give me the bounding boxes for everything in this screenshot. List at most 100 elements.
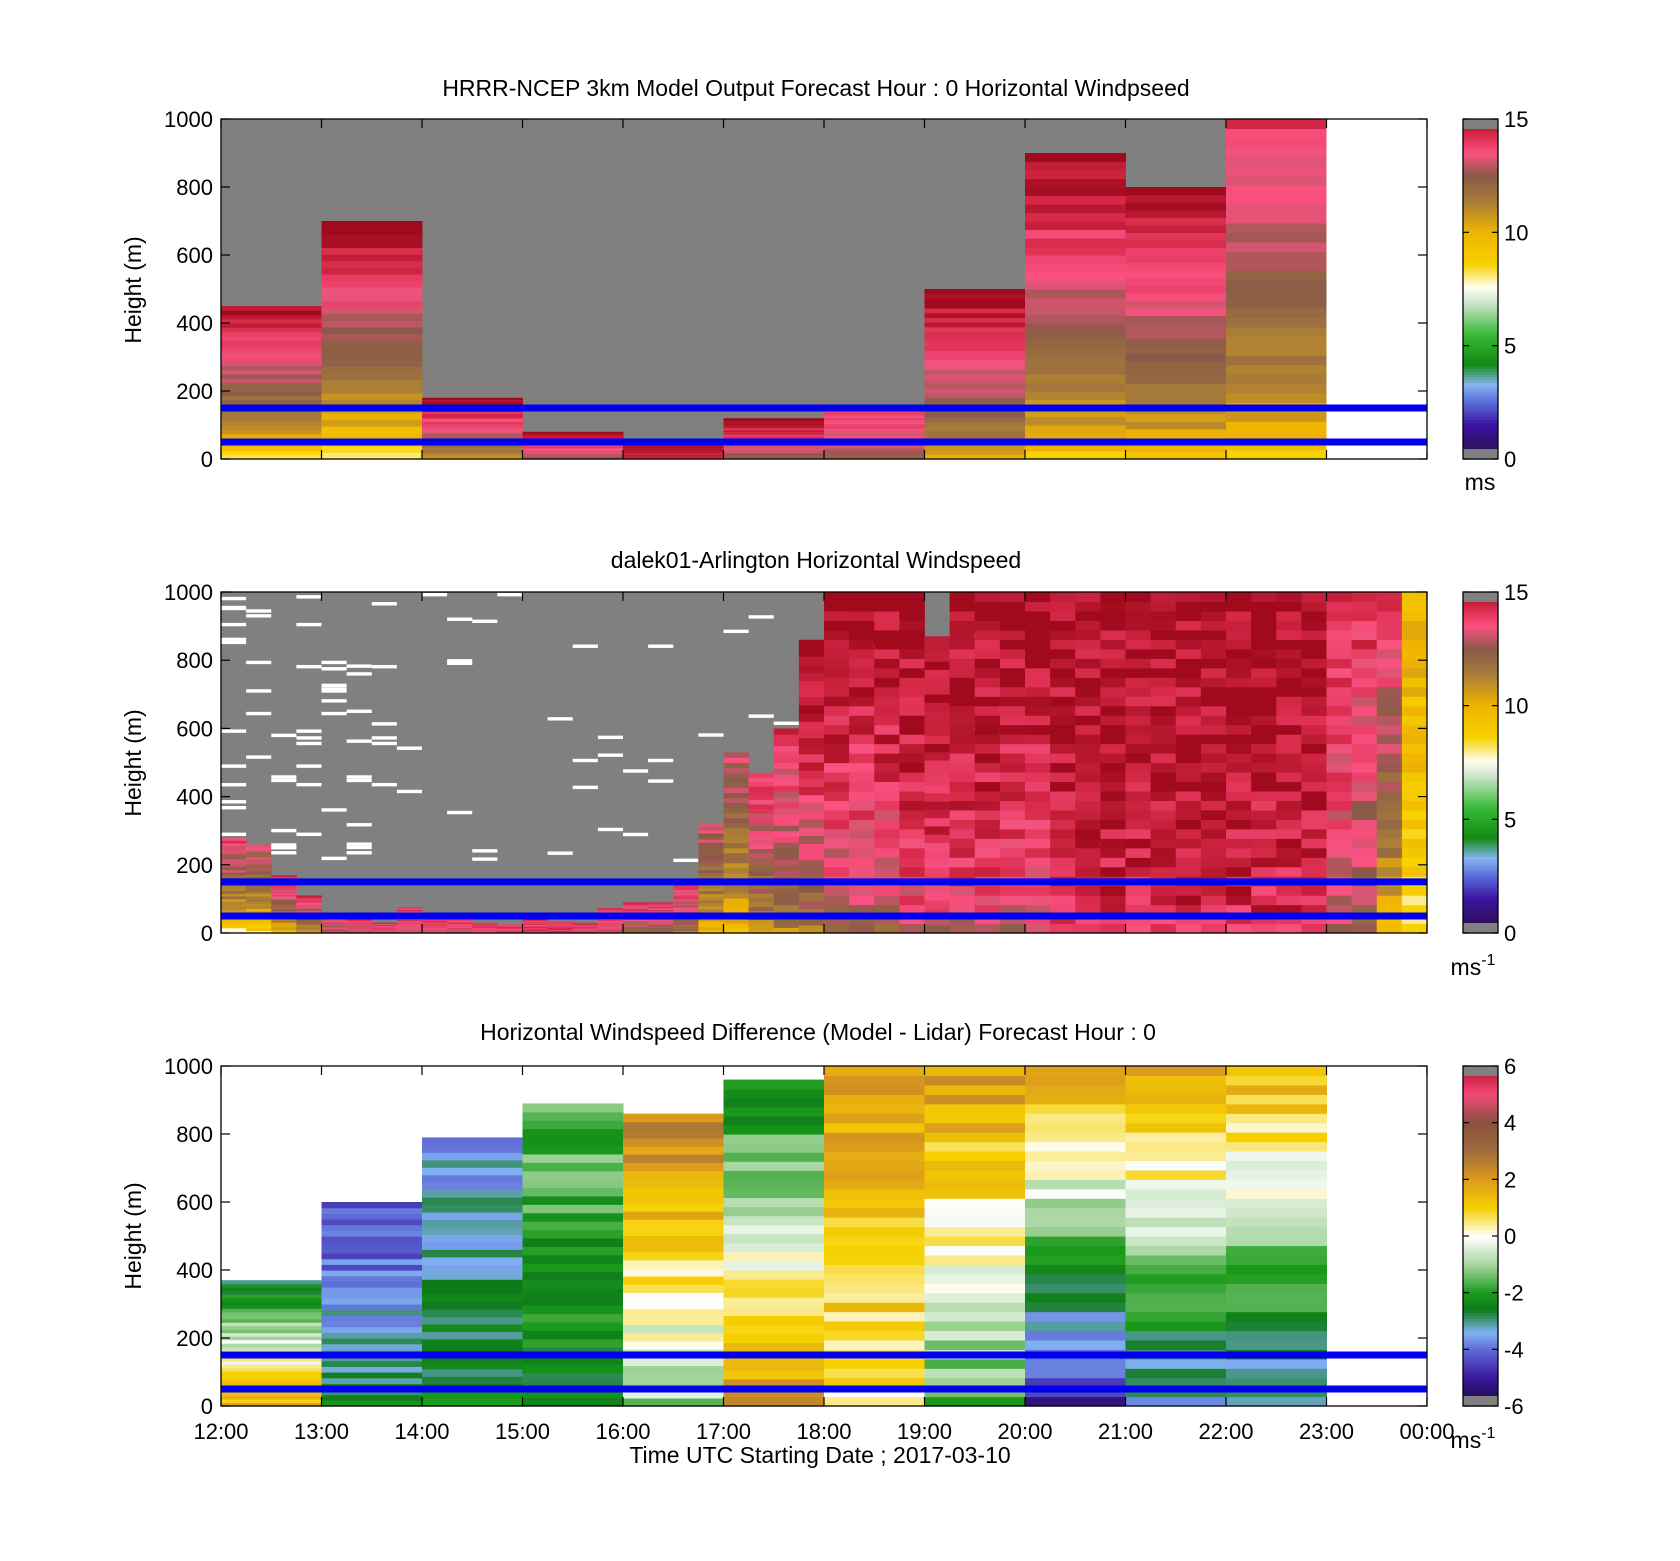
heatmap-cell — [974, 771, 1001, 783]
heatmap-cell — [1050, 686, 1076, 697]
heatmap-cell — [824, 416, 925, 419]
heatmap-cell — [1301, 743, 1327, 754]
heatmap-cell — [1226, 809, 1252, 820]
heatmap-cell — [1351, 866, 1378, 877]
missing-gate — [221, 783, 247, 787]
heatmap-cell — [874, 620, 900, 631]
heatmap-cell — [698, 826, 724, 831]
heatmap-cell — [221, 885, 247, 889]
heatmap-cell — [422, 428, 523, 431]
heatmap-cell — [1226, 696, 1252, 707]
heatmap-cell — [924, 289, 1026, 295]
heatmap-cell — [396, 928, 423, 930]
colorbar-swatch — [1463, 844, 1498, 849]
heatmap-cell — [1150, 601, 1177, 612]
heatmap-cell — [422, 1226, 523, 1235]
heatmap-cell — [974, 904, 1001, 915]
heatmap-cell — [321, 1275, 423, 1282]
colorbar-swatch — [1463, 141, 1498, 146]
heatmap-cell — [723, 1179, 825, 1189]
heatmap-cell — [522, 446, 624, 449]
colorbar-swatch — [1463, 1323, 1498, 1328]
missing-gate — [221, 729, 247, 733]
heatmap-cell — [1226, 1377, 1327, 1388]
heatmap-cell — [422, 1323, 523, 1332]
heatmap-cell — [221, 1346, 322, 1351]
heatmap-cell — [422, 1346, 523, 1355]
colorbar-swatch — [1463, 249, 1498, 253]
heatmap-cell — [1075, 771, 1101, 783]
x-tick-label: 20:00 — [997, 1419, 1052, 1444]
heatmap-cell — [723, 1306, 825, 1316]
heatmap-cell — [824, 1094, 925, 1105]
heatmap-cell — [1301, 857, 1327, 868]
heatmap-cell — [723, 802, 750, 809]
heatmap-cell — [1125, 1141, 1227, 1152]
heatmap-cell — [1125, 1264, 1227, 1275]
heatmap-cell — [1100, 885, 1126, 896]
heatmap-cell — [849, 771, 875, 783]
heatmap-cell — [522, 431, 624, 434]
heatmap-cell — [949, 629, 976, 640]
heatmap-cell — [1050, 648, 1076, 659]
heatmap-cell — [899, 857, 925, 868]
heatmap-cell — [1226, 705, 1252, 716]
heatmap-cell — [1025, 374, 1126, 384]
heatmap-cell — [999, 781, 1026, 792]
colorbar-swatch — [1463, 765, 1498, 769]
heatmap-cell — [1025, 331, 1126, 341]
colorbar-swatch — [1463, 1343, 1498, 1348]
heatmap-cell — [924, 735, 951, 745]
heatmap-cell — [1401, 601, 1428, 612]
heatmap-cell — [773, 825, 800, 832]
heatmap-cell — [824, 1245, 925, 1256]
heatmap-cell — [1100, 866, 1126, 877]
missing-gate — [648, 758, 674, 763]
heatmap-cell — [999, 885, 1026, 896]
heatmap-cell — [924, 1141, 1026, 1152]
heatmap-cell — [422, 414, 523, 418]
heatmap-cell — [422, 1167, 523, 1176]
heatmap-cell — [522, 1397, 624, 1407]
heatmap-cell — [698, 905, 724, 910]
colorbar-unit-superscript: -1 — [1481, 1425, 1495, 1442]
heatmap-cell — [1226, 1236, 1327, 1247]
heatmap-cell — [824, 423, 925, 426]
heatmap-cell — [1125, 1160, 1227, 1171]
heatmap-cell — [1301, 629, 1327, 640]
heatmap-cell — [1251, 753, 1277, 764]
colorbar-swatch — [1463, 147, 1498, 151]
heatmap-cell — [1075, 620, 1101, 631]
heatmap-cell — [773, 773, 800, 781]
heatmap-cell — [1401, 620, 1428, 631]
heatmap-cell — [999, 866, 1026, 877]
heatmap-cell — [874, 847, 900, 858]
heatmap-cell — [824, 426, 925, 429]
heatmap-cell — [723, 1115, 825, 1126]
heatmap-cell — [221, 450, 322, 456]
heatmap-cell — [1050, 639, 1076, 650]
heatmap-cell — [623, 1202, 724, 1212]
heatmap-cell — [874, 781, 900, 792]
heatmap-cell — [396, 923, 423, 926]
heatmap-cell — [924, 303, 1026, 309]
missing-gate — [371, 741, 397, 746]
colorbar-swatch — [1463, 238, 1498, 242]
heatmap-cell — [422, 401, 523, 404]
heatmap-cell — [1301, 781, 1327, 792]
heatmap-cell — [1226, 1273, 1327, 1284]
heatmap-cell — [1351, 885, 1378, 896]
heatmap-cell — [1175, 686, 1202, 697]
heatmap-cell — [999, 819, 1026, 830]
colorbar-swatch — [1463, 257, 1498, 262]
heatmap-cell — [1226, 1113, 1327, 1124]
heatmap-cell — [1125, 398, 1227, 407]
heatmap-cell — [1226, 743, 1252, 754]
heatmap-cell — [723, 1270, 825, 1280]
heatmap-cell — [1276, 743, 1302, 754]
heatmap-cell — [321, 227, 423, 235]
heatmap-cell — [1226, 128, 1327, 139]
heatmap-cell — [1125, 658, 1152, 669]
heatmap-cell — [1301, 610, 1327, 622]
